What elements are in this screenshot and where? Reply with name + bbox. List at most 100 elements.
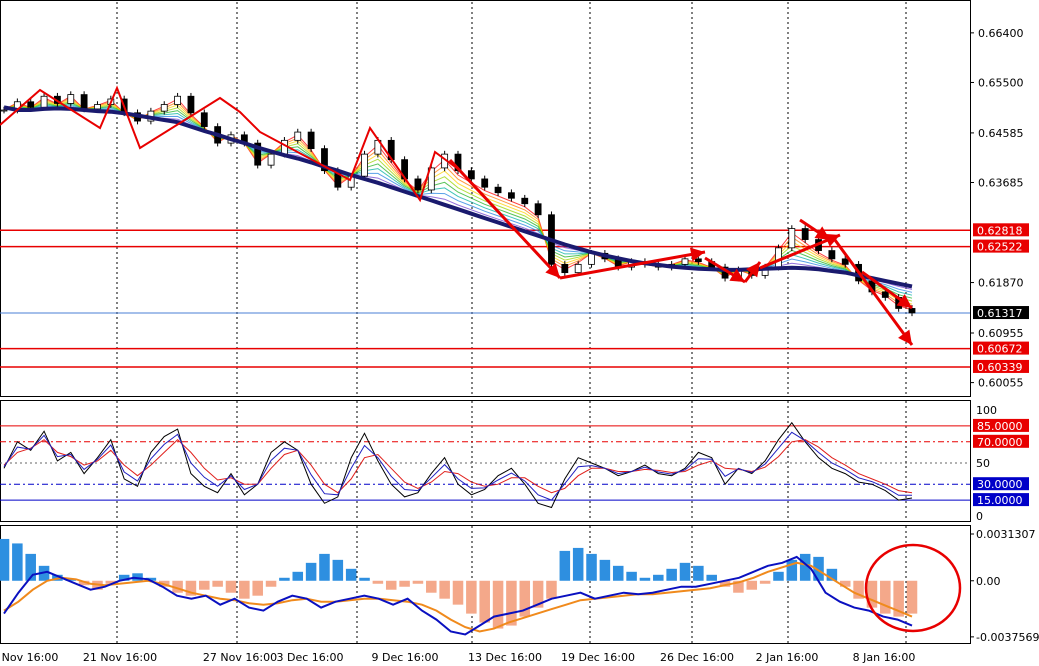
- macd-histogram-bar: [65, 579, 77, 581]
- candle-body: [588, 252, 595, 265]
- macd-histogram-bar: [866, 580, 878, 608]
- macd-histogram-bar: [439, 580, 450, 599]
- price-tick-label: 0.60955: [978, 327, 1024, 340]
- macd-histogram-bar: [506, 580, 517, 626]
- price-level-label: 0.60339: [977, 361, 1023, 374]
- price-tick-label: 0.60055: [978, 377, 1024, 390]
- macd-histogram-bar: [653, 574, 664, 581]
- macd-histogram-bar: [426, 580, 437, 593]
- candle-body: [67, 94, 75, 104]
- candle-body: [681, 258, 689, 265]
- candle-body: [494, 186, 502, 194]
- candle-body: [534, 203, 542, 216]
- candle-body: [775, 247, 782, 268]
- arrow-head: [689, 247, 705, 262]
- macd-histogram-bar: [105, 580, 117, 584]
- candle-body: [321, 148, 328, 172]
- macd-histogram-bar: [332, 559, 344, 581]
- macd-histogram-bar: [305, 562, 317, 581]
- macd-histogram-bar: [239, 580, 250, 599]
- macd-histogram-bar: [853, 580, 864, 599]
- price-tick-label: 0.63685: [978, 177, 1024, 190]
- price-tick-label: 0.65500: [978, 76, 1024, 89]
- time-tick-label: 21 Nov 16:00: [83, 651, 157, 664]
- candle-body: [828, 250, 836, 260]
- price-level-tag: [973, 223, 1029, 237]
- macd-histogram-bar: [612, 565, 624, 581]
- macd-histogram-bar: [199, 580, 210, 590]
- candle-body: [574, 263, 582, 274]
- macd-histogram-bar: [626, 571, 637, 581]
- macd-histogram-bar: [225, 580, 237, 593]
- macd-histogram-bar: [12, 543, 23, 581]
- arrow-shaft: [448, 158, 562, 280]
- macd-histogram-bar: [706, 574, 717, 581]
- candle-body: [174, 95, 181, 105]
- candle-body: [307, 131, 315, 150]
- stochastic-levels: [0, 425, 970, 501]
- time-tick-label: 19 Dec 16:00: [561, 651, 635, 664]
- macd-tick-label: 0.0031307: [976, 528, 1036, 541]
- candle-body: [254, 142, 262, 166]
- stochastic-level-label: 30.0000: [977, 478, 1023, 491]
- macd-histogram-bar: [265, 580, 277, 587]
- stochastic-panel-frame: [0, 400, 971, 522]
- macd-histogram-bar: [586, 553, 597, 581]
- time-tick-label: 8 Jan 16:00: [853, 651, 916, 664]
- zigzag-line: [0, 85, 463, 203]
- macd-histogram-bar: [786, 559, 798, 581]
- stochastic-level-tag: [973, 434, 1029, 448]
- macd-histogram-bar: [773, 571, 784, 581]
- macd-histogram-bar: [559, 550, 571, 581]
- candle-body: [427, 167, 435, 191]
- candle-body: [841, 258, 849, 265]
- macd-histogram-bar: [252, 580, 263, 596]
- arrow-head: [814, 226, 830, 240]
- macd-histogram-bar: [25, 553, 36, 581]
- candle-body: [908, 308, 916, 314]
- macd-histogram-bar: [412, 580, 424, 584]
- macd-histogram-bar: [719, 580, 731, 587]
- macd-histogram-bar: [385, 580, 397, 590]
- macd-histogram-bar: [572, 547, 584, 581]
- macd-histogram-bar: [145, 577, 157, 581]
- macd-histogram-bar: [893, 580, 904, 617]
- candle-body: [267, 153, 275, 166]
- macd-histogram-bar: [78, 580, 90, 586]
- macd-histogram-bar: [132, 573, 143, 581]
- macd-histogram-bar: [452, 580, 464, 605]
- candle-body: [94, 104, 101, 110]
- candle-body: [467, 170, 475, 180]
- arrow-head: [746, 262, 760, 278]
- macd-histogram: [0, 538, 918, 629]
- arrow-head: [896, 294, 912, 308]
- price-level-tag: [973, 341, 1029, 355]
- time-tick-label: 13 Dec 16:00: [468, 651, 542, 664]
- macd-tick-label: 0.00: [976, 575, 1001, 588]
- macd-histogram-bar: [292, 571, 304, 581]
- macd-histogram-bar: [345, 568, 357, 581]
- candle-body: [27, 101, 35, 108]
- candle-body: [508, 192, 515, 199]
- macd-histogram-bar: [319, 553, 330, 581]
- macd-histogram-bar: [813, 556, 824, 581]
- macd-histogram-bar: [666, 568, 677, 581]
- stochastic-tick-label: 100: [976, 404, 997, 417]
- candle-body: [40, 95, 48, 108]
- stochastic-level-label: 70.0000: [977, 436, 1023, 449]
- macd-axis: 0.0031307 0.00 -0.0037569: [970, 528, 1039, 644]
- candle-body: [294, 131, 302, 141]
- macd-histogram-bar: [599, 559, 611, 581]
- macd-histogram-bar: [399, 580, 410, 587]
- arrow-shaft: [759, 233, 841, 270]
- stochastic-level-label: 85.0000: [977, 420, 1023, 433]
- macd-histogram-bar: [492, 580, 504, 629]
- candle-body: [881, 291, 889, 298]
- macd-tick-label: -0.0037569: [976, 631, 1039, 644]
- macd-histogram-bar: [0, 538, 10, 581]
- current-price-tag: [973, 306, 1029, 320]
- stochastic-k-line: [3, 421, 913, 509]
- price-level-label: 0.62818: [977, 224, 1023, 237]
